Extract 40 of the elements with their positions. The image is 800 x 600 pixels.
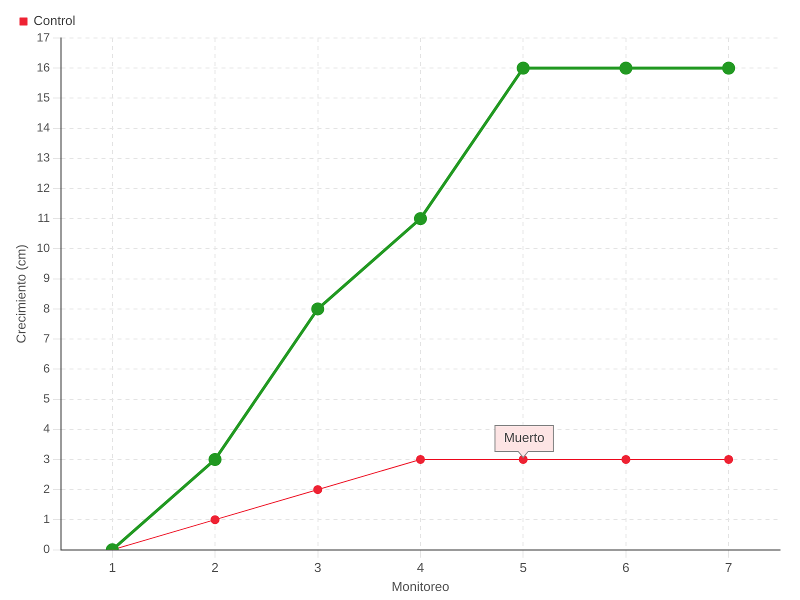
x-tick-label: 5 <box>520 560 527 576</box>
y-tick-label: 16 <box>36 60 50 74</box>
y-tick-label: 9 <box>43 271 50 286</box>
point <box>416 454 425 464</box>
y-tick-label: 12 <box>36 180 50 195</box>
point <box>722 62 736 75</box>
x-tick-label: 3 <box>314 560 322 576</box>
y-tick-label: 0 <box>43 542 50 556</box>
y-tick-label: 2 <box>43 482 50 496</box>
y-tick-label: 7 <box>43 331 50 346</box>
x-tick-label: 2 <box>211 560 219 576</box>
point <box>724 454 734 464</box>
y-tick-label: 3 <box>43 452 50 466</box>
point <box>516 62 530 75</box>
point <box>208 452 222 466</box>
y-tick-label: 4 <box>43 422 50 436</box>
x-tick-label: 6 <box>622 560 630 576</box>
y-tick-label: 8 <box>43 301 50 316</box>
x-tick-label: 4 <box>416 560 424 576</box>
y-tick-label: 5 <box>43 392 50 406</box>
point <box>621 454 630 464</box>
point <box>619 62 632 75</box>
x-axis-title: Monitoreo <box>392 578 450 594</box>
legend-label: Control <box>34 13 76 28</box>
annotation: Muerto <box>504 430 544 446</box>
y-tick-label: 14 <box>36 120 50 135</box>
point <box>210 515 220 524</box>
y-axis-title: Crecimiento (cm) <box>13 244 28 344</box>
y-tick-label: 10 <box>36 241 50 256</box>
y-tick-label: 17 <box>36 30 50 44</box>
y-tick-label: 1 <box>43 512 50 526</box>
x-tick-label: 7 <box>725 560 732 576</box>
point <box>311 302 324 316</box>
x-tick-label: 1 <box>108 560 116 576</box>
y-tick-label: 11 <box>37 210 50 225</box>
y-tick-label: 13 <box>36 150 50 165</box>
point <box>414 212 427 226</box>
y-tick-label: 6 <box>43 361 50 376</box>
point <box>313 485 322 494</box>
y-tick-label: 15 <box>36 90 50 105</box>
